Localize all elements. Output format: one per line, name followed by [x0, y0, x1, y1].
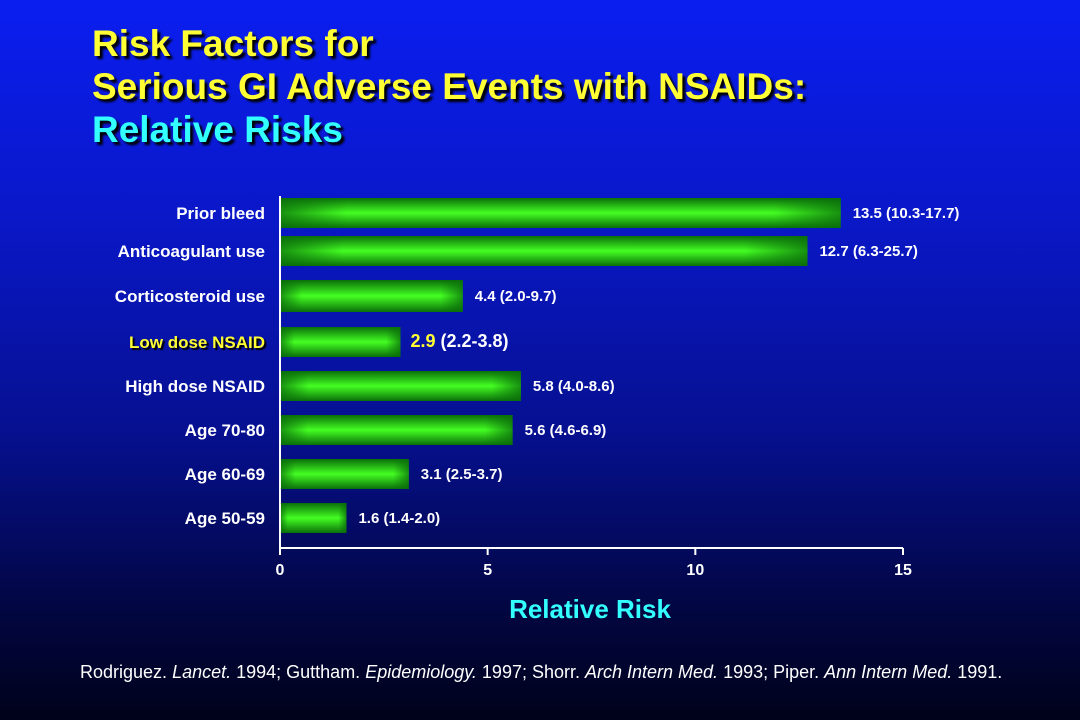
- bar-shade-age-50-59: [280, 503, 347, 533]
- data-label-value: 3.1: [421, 466, 442, 483]
- journal-name: Epidemiology.: [365, 662, 477, 682]
- data-label-value: 5.6: [525, 422, 546, 439]
- data-label-ci: (2.0-9.7): [496, 288, 557, 305]
- references-footnote: Rodriguez. Lancet. 1994; Guttham. Epidem…: [80, 660, 1020, 685]
- bar-shade-prior-bleed: [280, 198, 841, 228]
- data-label-corticosteroid-use: 4.4 (2.0-9.7): [475, 288, 557, 305]
- data-label-ci: (4.0-8.6): [554, 378, 615, 395]
- bar-shade-corticosteroid-use: [280, 280, 463, 312]
- data-label-value: 13.5: [853, 205, 882, 222]
- category-label-prior-bleed: Prior bleed: [176, 204, 265, 223]
- bar-shade-age-70-80: [280, 415, 513, 445]
- data-label-ci: (4.6-6.9): [545, 422, 606, 439]
- data-label-ci: (10.3-17.7): [882, 205, 960, 222]
- bar-shade-anticoagulant-use: [280, 236, 808, 266]
- data-label-prior-bleed: 13.5 (10.3-17.7): [853, 205, 960, 222]
- category-label-high-dose-nsaid: High dose NSAID: [125, 377, 265, 396]
- data-label-value: 5.8: [533, 378, 554, 395]
- data-label-ci: (2.2-3.8): [435, 331, 508, 351]
- data-label-low-dose-nsaid: 2.9 (2.2-3.8): [410, 331, 508, 351]
- citation-text: 1993; Piper.: [718, 662, 825, 682]
- bar-shade-age-60-69: [280, 459, 409, 489]
- bar-shade-low-dose-nsaid: [280, 327, 401, 357]
- title-line-2: Serious GI Adverse Events with NSAIDs:: [92, 66, 807, 107]
- category-label-corticosteroid-use: Corticosteroid use: [115, 287, 265, 306]
- citation-text: Rodriguez.: [80, 662, 173, 682]
- journal-name: Arch Intern Med.: [585, 662, 719, 682]
- data-label-age-70-80: 5.6 (4.6-6.9): [525, 422, 607, 439]
- data-label-age-60-69: 3.1 (2.5-3.7): [421, 466, 503, 483]
- data-label-ci: (6.3-25.7): [849, 243, 918, 260]
- citation-text: 1997; Shorr.: [476, 662, 585, 682]
- data-label-value: 4.4: [475, 288, 497, 305]
- data-label-value: 12.7: [819, 243, 848, 260]
- category-label-age-50-59: Age 50-59: [185, 509, 265, 528]
- journal-name: Lancet.: [172, 662, 232, 682]
- x-tick-label: 15: [894, 562, 912, 579]
- data-label-high-dose-nsaid: 5.8 (4.0-8.6): [533, 378, 615, 395]
- data-label-ci: (1.4-2.0): [379, 510, 440, 527]
- data-label-ci: (2.5-3.7): [442, 466, 503, 483]
- title-line-1: Risk Factors for: [92, 23, 374, 64]
- citation-text: 1991.: [952, 662, 1003, 682]
- category-label-anticoagulant-use: Anticoagulant use: [118, 242, 265, 261]
- journal-name: Ann Intern Med.: [824, 662, 953, 682]
- category-label-age-70-80: Age 70-80: [185, 421, 265, 440]
- data-label-anticoagulant-use: 12.7 (6.3-25.7): [819, 243, 917, 260]
- x-tick-label: 5: [483, 562, 492, 579]
- category-label-age-60-69: Age 60-69: [185, 465, 265, 484]
- x-tick-label: 10: [686, 562, 704, 579]
- x-axis-title: Relative Risk: [509, 594, 671, 624]
- data-label-value: 1.6: [358, 510, 379, 527]
- citation-text: 1994; Guttham.: [231, 662, 366, 682]
- slide-title: Risk Factors for Serious GI Adverse Even…: [92, 22, 806, 151]
- category-label-low-dose-nsaid: Low dose NSAID: [129, 333, 265, 352]
- title-line-3: Relative Risks: [92, 109, 343, 150]
- x-tick-label: 0: [276, 562, 285, 579]
- data-label-age-50-59: 1.6 (1.4-2.0): [358, 510, 440, 527]
- bar-shade-high-dose-nsaid: [280, 371, 521, 401]
- data-label-value: 2.9: [410, 331, 435, 351]
